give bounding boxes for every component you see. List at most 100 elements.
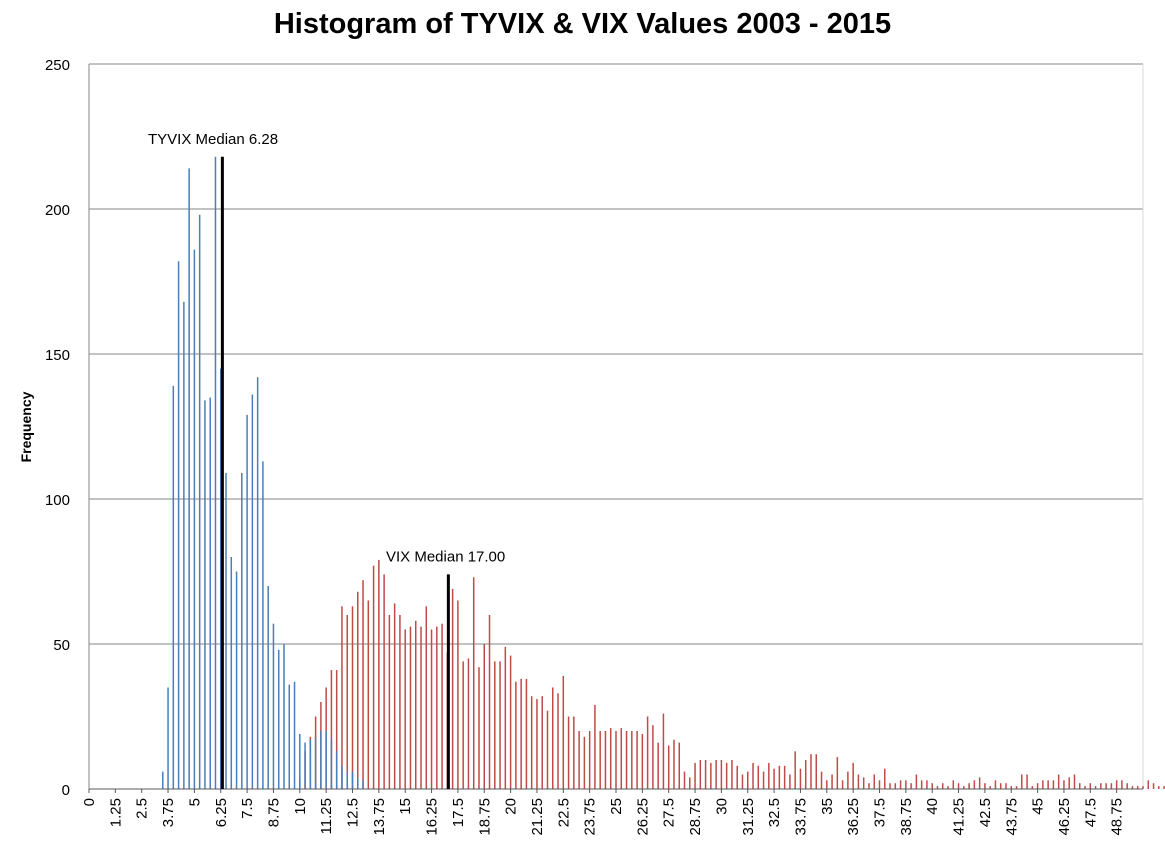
histogram-bar-vix [804, 760, 807, 789]
histogram-bar-vix [604, 731, 607, 789]
histogram-bar-vix [731, 760, 733, 789]
histogram-bar-tyvix [351, 771, 354, 789]
histogram-bar-vix [1110, 783, 1113, 789]
histogram-bar-tyvix [262, 461, 264, 789]
histogram-bar-vix [1147, 780, 1150, 789]
histogram-bar-vix [683, 771, 686, 789]
histogram-bar-vix [889, 783, 891, 789]
histogram-bar-vix [1026, 774, 1028, 789]
histogram-bar-vix [457, 600, 459, 789]
histogram-bar-vix [552, 687, 554, 789]
x-tick-label: 36.25 [845, 798, 862, 836]
histogram-bar-vix [562, 675, 565, 789]
histogram-bar-vix [588, 731, 591, 789]
histogram-bar-vix [973, 780, 976, 789]
histogram-bar-vix [1005, 783, 1007, 789]
histogram-bar-vix [820, 771, 823, 789]
histogram-bar-vix [1057, 774, 1060, 789]
x-tick-label: 42.5 [977, 798, 994, 827]
y-tick-label: 50 [53, 637, 70, 654]
histogram-bar-tyvix [314, 736, 317, 789]
histogram-bar-vix [488, 615, 491, 789]
histogram-bar-vix [1100, 783, 1102, 789]
histogram-bar-vix [525, 678, 528, 789]
histogram-bar-tyvix [362, 780, 364, 789]
x-tick-label: 16.25 [424, 798, 441, 836]
x-tick-label: 6.25 [213, 798, 230, 827]
histogram-bar-tyvix [267, 586, 269, 789]
histogram-bar-vix [515, 681, 517, 789]
x-tick-label: 46.25 [1056, 798, 1073, 836]
histogram-bar-vix [999, 783, 1002, 789]
histogram-bar-vix [1015, 786, 1018, 789]
histogram-bar-vix [541, 696, 543, 789]
histogram-bar-vix [968, 783, 970, 789]
histogram-bar-vix [1105, 783, 1107, 789]
histogram-bar-vix [546, 710, 549, 789]
x-tick-label: 41.25 [951, 798, 968, 836]
histogram-bar-vix [362, 580, 364, 789]
histogram-bar-vix [678, 742, 680, 789]
histogram-bar-vix [783, 765, 786, 789]
histogram-bar-vix [451, 588, 454, 789]
histogram-bar-tyvix [330, 739, 333, 789]
histogram-bar-vix [657, 742, 659, 789]
histogram-bar-vix [625, 731, 628, 789]
histogram-bar-tyvix [241, 472, 243, 789]
histogram-bar-vix [414, 620, 417, 789]
median-label: VIX Median 17.00 [386, 548, 505, 565]
x-tick-label: 43.75 [1003, 798, 1020, 836]
histogram-bar-vix [641, 733, 644, 789]
histogram-bar-vix [520, 678, 522, 789]
histogram-bar-tyvix [299, 733, 301, 789]
x-tick-label: 35 [819, 798, 836, 815]
histogram-bar-vix [762, 771, 765, 789]
histogram-bar-vix [720, 760, 723, 789]
histogram-bar-vix [530, 696, 533, 789]
histogram-bar-vix [1131, 786, 1134, 789]
x-tick-label: 5 [186, 798, 203, 806]
histogram-bar-tyvix [235, 571, 238, 789]
histogram-bar-vix [462, 661, 464, 789]
x-tick-label: 11.25 [318, 798, 335, 834]
histogram-bar-tyvix [204, 400, 206, 789]
histogram-bar-vix [878, 780, 881, 789]
histogram-bar-vix [436, 626, 438, 789]
x-tick-label: 13.75 [371, 798, 388, 836]
histogram-bar-vix [441, 623, 443, 789]
histogram-bar-vix [741, 774, 744, 789]
histogram-bar-tyvix [198, 214, 201, 790]
histogram-bar-vix [941, 783, 944, 789]
histogram-bar-vix [905, 780, 907, 789]
histogram-bar-vix [710, 762, 712, 789]
histogram-bar-vix [430, 629, 433, 789]
histogram-bar-vix [1010, 786, 1012, 789]
histogram-bar-vix [341, 606, 343, 789]
histogram-bar-vix [826, 780, 828, 789]
histogram-bar-tyvix [251, 394, 254, 789]
x-tick-label: 32.5 [766, 798, 783, 827]
histogram-bar-vix [963, 786, 965, 789]
histogram-bar-vix [789, 774, 791, 789]
histogram-bar-vix [868, 783, 870, 789]
x-tick-label: 23.75 [582, 798, 599, 836]
histogram-bar-vix [578, 731, 580, 789]
histogram-bar-vix [989, 786, 991, 789]
y-tick-label: 200 [45, 202, 70, 219]
x-tick-label: 22.5 [555, 798, 572, 827]
histogram-bar-tyvix [304, 742, 306, 789]
histogram-bar-tyvix [167, 687, 169, 789]
histogram-bar-vix [467, 658, 470, 789]
histogram-bar-vix [478, 667, 480, 789]
y-axis-label: Frequency [18, 391, 34, 462]
histogram-bar-vix [794, 751, 796, 789]
x-tick-label: 30 [713, 798, 730, 815]
x-tick-label: 38.75 [898, 798, 915, 836]
histogram-bar-vix [583, 736, 586, 789]
histogram-bar-tyvix [193, 249, 196, 790]
histogram-bar-vix [926, 780, 928, 789]
histogram-bar-vix [599, 731, 601, 789]
x-tick-label: 20 [503, 798, 520, 815]
histogram-bar-vix [615, 731, 617, 789]
histogram-bar-vix [330, 670, 333, 789]
